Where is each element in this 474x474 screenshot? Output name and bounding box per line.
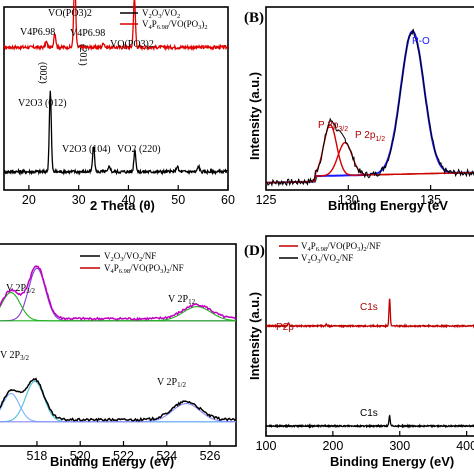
panel-a-legend-black: V2O3/VO2 (142, 8, 180, 20)
panel-a-ann-v2o3-012: V2O3 (012) (18, 98, 67, 109)
panel-a-ann-v4p-2: V4P6.98 (70, 28, 105, 39)
panel-d-legend-black: V2O3/VO2/NF (301, 253, 353, 265)
panel-b-xlabel: Binding Energy (eV (328, 198, 448, 213)
panel-d-xlabel: Binding Energy (eV) (330, 454, 454, 469)
panel-c-ann-top-v2p12: V 2P12 (168, 294, 196, 306)
panel-b-frame (265, 6, 474, 191)
panel-b-ann-po: P-O (412, 36, 430, 47)
panel-b: (B) Intensity (a.u.) 125 130 135 Binding E… (244, 6, 474, 213)
panel-d-label: (D) (244, 243, 265, 259)
panel-b-component-0 (266, 30, 474, 184)
panel-c: 518 520 522 524 526 Binding Energy (eV) V2O3… (0, 243, 237, 469)
panel-d-xtick-label-400: 400 (456, 439, 474, 453)
panel-c-xtick-label-524: 524 (156, 449, 177, 463)
panel-b-xtick-label-135: 135 (420, 193, 441, 207)
panel-c-legend-red: V4P6.98/VO(PO3)2/NF (104, 263, 184, 275)
panel-c-ann-top-v2p32: V 2P3/2 (6, 283, 36, 295)
panel-d-legend-red: V4P6.98/VO(PO3)2/NF (301, 241, 381, 253)
panel-a-xtick-label-30: 30 (72, 193, 86, 207)
panel-a-ann-vopo3-2: VO(PO3)2 (110, 39, 154, 50)
panel-c-xtick-label-526: 526 (200, 449, 221, 463)
panel-c-xtick-label-518: 518 (27, 449, 48, 463)
panel-d: (D) Intensity (a.u.) 100 200 300 400 Bindin… (244, 235, 474, 469)
panel-c-legend-black: V2O3/VO2/NF (104, 251, 156, 263)
panel-b-label: (B) (244, 10, 264, 26)
panel-c-series-1 (0, 377, 237, 423)
panel-a-xlabel: 2 Theta (θ) (90, 198, 155, 213)
panel-a-ann-vopo3-1: VO(PO3)2 (48, 8, 92, 19)
panel-d-series-red (265, 298, 474, 329)
panel-c-s1-component-2 (0, 403, 236, 423)
panel-d-xtick-label-300: 300 (389, 439, 410, 453)
panel-a-ann-v2o3-104: V2O3 (104) (62, 144, 111, 155)
panel-d-xtick-label-200: 200 (322, 439, 343, 453)
panel-a-series-black (3, 90, 228, 176)
panel-a-xtick-label-50: 50 (171, 193, 185, 207)
panel-a-xtick-label-40: 40 (121, 193, 135, 207)
panel-a-legend-red: V4P6.98/VO(PO3)2 (142, 19, 208, 31)
panel-c-series-0 (0, 265, 237, 322)
panel-d-ann-p2p: P2p (276, 322, 294, 333)
panel-c-s1-component-0 (0, 380, 236, 423)
panel-a-series-red (3, 0, 229, 52)
panel-a-xtick-label-20: 20 (22, 193, 36, 207)
panel-d-ann-c1s-black: C1s (360, 408, 378, 419)
panel-b-ann-p2p12: P 2p1/2 (355, 130, 385, 143)
panel-d-ylabel: Intensity (a.u.) (247, 292, 262, 380)
panel-c-ann-bottom-v2p12: V 2P1/2 (157, 377, 187, 389)
panel-d-series-black (265, 414, 474, 430)
panel-d-ann-c1s-red: C1s (360, 302, 378, 313)
panel-c-frame (0, 243, 237, 447)
panel-c-ann-bottom-v2p32: V 2P3/2 (0, 350, 30, 362)
panel-b-raw-data (265, 28, 474, 188)
panel-d-frame (265, 235, 474, 437)
panel-c-xtick-label-522: 522 (113, 449, 134, 463)
panel-a-ann-vo2-220: VO2 (220) (117, 144, 161, 155)
panel-b-xtick-label-130: 130 (338, 193, 359, 207)
panel-a: 20 30 40 50 60 2 Theta (θ) V2O3/VO2 V4P6.98/… (3, 0, 235, 213)
panel-c-xlabel: Binding Energy (eV) (50, 454, 174, 469)
panel-d-xtick-label-100: 100 (256, 439, 277, 453)
panel-b-ann-p2p32: P 2p3/2 (318, 120, 348, 133)
panel-b-xtick-label-125: 125 (256, 193, 277, 207)
panel-a-xtick-label-60: 60 (221, 193, 235, 207)
panel-a-ann-v4p-1: V4P6.98 (20, 27, 55, 38)
panel-a-ann-201: (201) (77, 44, 88, 66)
panel-c-xtick-label-520: 520 (70, 449, 91, 463)
panel-a-ann-002: (002) (37, 62, 48, 84)
panel-c-s0-component-0 (0, 267, 236, 322)
panel-a-frame (3, 6, 229, 191)
panel-b-ylabel: Intensity (a.u.) (247, 72, 262, 160)
